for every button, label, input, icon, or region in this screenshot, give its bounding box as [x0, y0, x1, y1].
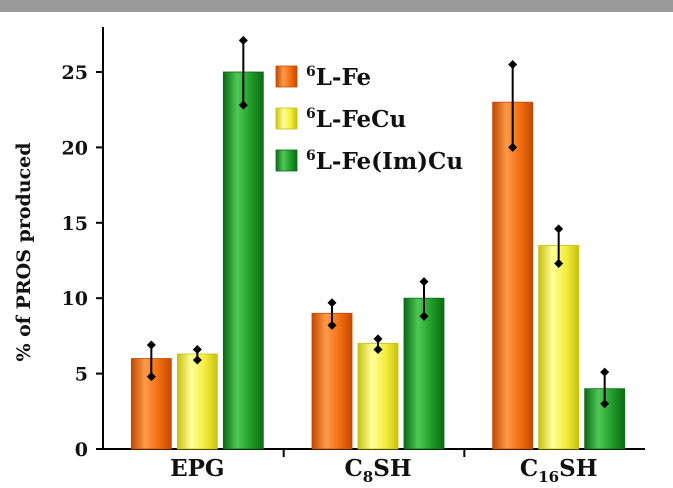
top-divider	[0, 0, 673, 12]
error-bar-cap	[419, 277, 429, 287]
error-bar-cap	[554, 224, 564, 234]
error-bar-cap	[192, 344, 202, 354]
error-bar-cap	[238, 100, 248, 110]
error-bar-cap	[327, 320, 337, 330]
error-bar-cap	[508, 142, 518, 152]
bar-l-fe-c8sh	[311, 312, 353, 450]
y-tick-label: 5	[75, 364, 88, 386]
legend-label-l-fe: 6L-Fe	[306, 64, 371, 91]
bar-l-fecu-c8sh	[357, 343, 399, 450]
x-category-label: EPG	[170, 455, 224, 482]
bar-l-fecu-c16sh	[538, 245, 580, 450]
bar-l-fe-im-cu-epg	[222, 71, 264, 450]
y-tick-label: 10	[62, 288, 88, 310]
error-bar-cap	[373, 334, 383, 344]
y-tick-label: 20	[62, 137, 88, 159]
bar-l-fe-im-cu-c8sh	[403, 297, 445, 450]
error-bar-cap	[327, 298, 337, 308]
error-bar-cap	[146, 340, 156, 350]
x-category-label: C8SH	[344, 455, 411, 486]
error-bar-cap	[554, 259, 564, 269]
y-tick-label: 25	[62, 62, 88, 84]
error-bar-cap	[373, 344, 383, 354]
error-bar-cap	[192, 355, 202, 365]
x-category-label: C16SH	[520, 455, 598, 486]
error-bar-cap	[600, 367, 610, 377]
y-tick-label: 15	[62, 213, 88, 235]
error-bar-cap	[600, 399, 610, 409]
legend-label-l-fecu: 6L-FeCu	[306, 106, 406, 133]
bar-l-fe-c16sh	[492, 101, 534, 450]
error-bar-cap	[238, 35, 248, 45]
legend-swatch-l-fe	[275, 65, 298, 88]
error-bar-cap	[508, 59, 518, 69]
legend-swatch-l-fe-im-cu	[275, 149, 298, 172]
bar-l-fe-im-cu-c16sh	[584, 388, 626, 450]
legend-label-l-fe-im-cu: 6L-Fe(Im)Cu	[306, 148, 463, 175]
error-bar-cap	[419, 311, 429, 321]
error-bar-cap	[146, 372, 156, 382]
bar-l-fecu-epg	[176, 353, 218, 450]
legend-swatch-l-fecu	[275, 107, 298, 130]
y-tick-label: 0	[75, 439, 88, 461]
y-axis-label: % of PROS produced	[13, 142, 35, 361]
